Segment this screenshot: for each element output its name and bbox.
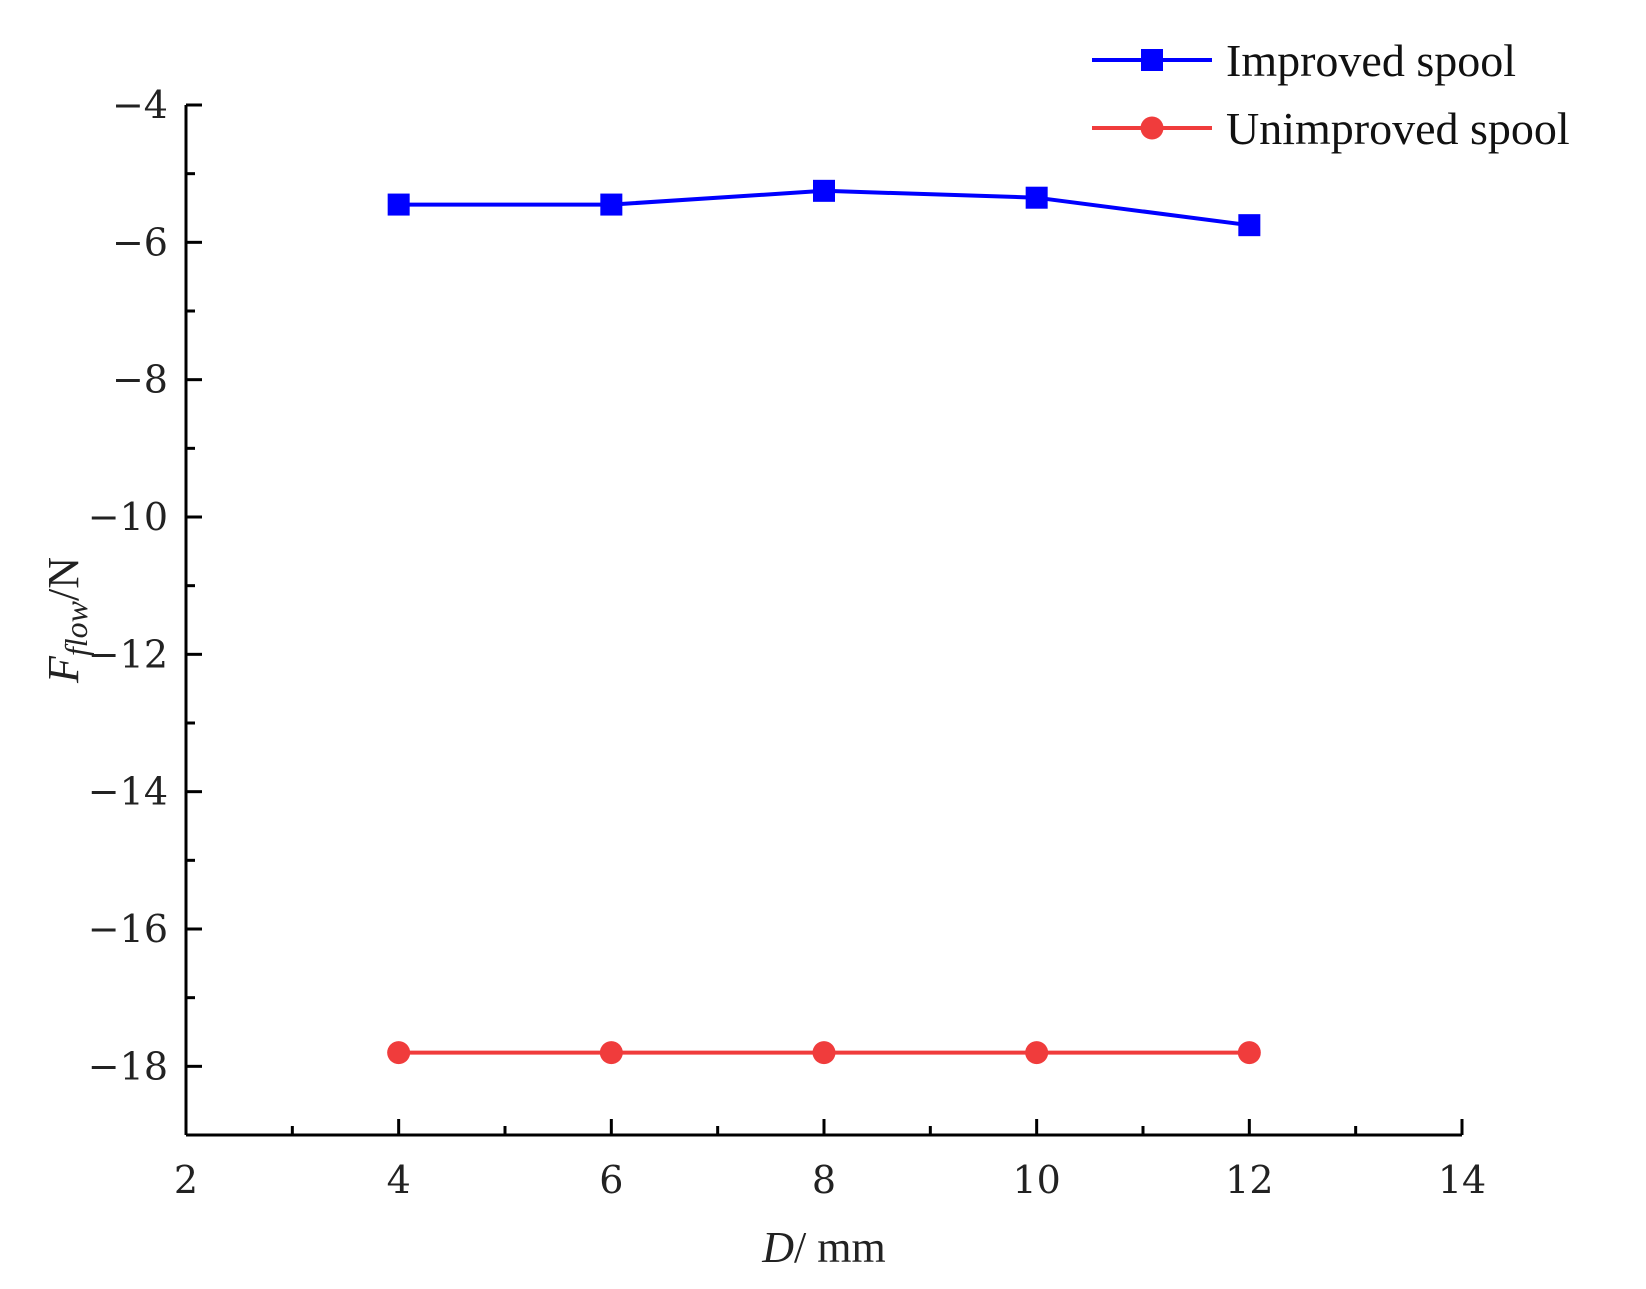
ticks: 2 4 6 8 10 12 14 −4 −6 −8 −10 −12 −14 −16 −18 bbox=[88, 83, 1486, 1202]
series-2-point bbox=[599, 1041, 623, 1065]
y-tick-label: −8 bbox=[112, 358, 168, 402]
x-tick-label: 8 bbox=[812, 1158, 836, 1202]
series-layer bbox=[387, 179, 1261, 1065]
y-axis-title-unit: /N bbox=[39, 557, 88, 601]
x-axis-title: D/ mm bbox=[761, 1223, 885, 1272]
axes bbox=[184, 105, 1462, 1137]
y-tick-label: −10 bbox=[88, 495, 168, 539]
series-2-point bbox=[1237, 1041, 1261, 1065]
series-2-point bbox=[1025, 1041, 1049, 1065]
series-2-point bbox=[812, 1041, 836, 1065]
y-axis-title: Fflow/N bbox=[39, 557, 94, 684]
x-tick-label: 14 bbox=[1438, 1158, 1486, 1202]
x-tick-label: 12 bbox=[1225, 1158, 1273, 1202]
series-1-point bbox=[813, 179, 835, 202]
legend: Improved spool Unimproved spool bbox=[1092, 35, 1570, 154]
legend-marker-2 bbox=[1140, 116, 1164, 140]
y-tick-label: −18 bbox=[88, 1044, 168, 1088]
legend-marker-1 bbox=[1141, 49, 1163, 71]
legend-label-1: Improved spool bbox=[1226, 35, 1516, 86]
series-1-point bbox=[600, 193, 623, 216]
y-tick-label: −4 bbox=[112, 83, 168, 127]
y-tick-label: −12 bbox=[88, 632, 168, 676]
x-axis-title-unit: / mm bbox=[794, 1223, 886, 1272]
x-tick-label: 2 bbox=[174, 1158, 198, 1202]
series-1-point bbox=[1025, 186, 1048, 209]
x-tick-label: 10 bbox=[1012, 1158, 1060, 1202]
series-1-point bbox=[1238, 214, 1261, 237]
y-axis-title-sub: flow bbox=[58, 600, 94, 656]
series-2-point bbox=[387, 1041, 411, 1065]
y-axis-title-var: F bbox=[39, 655, 88, 684]
x-axis-title-var: D bbox=[761, 1223, 794, 1272]
x-tick-label: 4 bbox=[387, 1158, 411, 1202]
y-tick-label: −14 bbox=[88, 770, 168, 814]
y-tick-label: −6 bbox=[112, 220, 168, 264]
y-tick-label: −16 bbox=[88, 907, 168, 951]
series-1-point bbox=[387, 193, 410, 216]
legend-label-2: Unimproved spool bbox=[1226, 103, 1570, 154]
x-tick-label: 6 bbox=[599, 1158, 623, 1202]
